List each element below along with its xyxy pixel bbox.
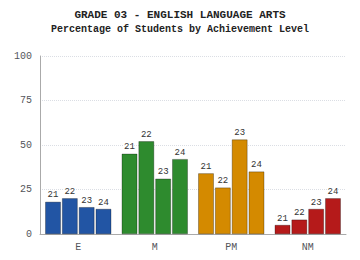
svg-text:23: 23 bbox=[234, 128, 245, 138]
svg-text:Percentage of Students by Achi: Percentage of Students by Achievement Le… bbox=[51, 24, 309, 35]
svg-text:21: 21 bbox=[201, 162, 212, 172]
svg-text:22: 22 bbox=[294, 208, 305, 218]
svg-text:23: 23 bbox=[158, 167, 169, 177]
svg-text:21: 21 bbox=[48, 190, 59, 200]
svg-text:GRADE 03 - ENGLISH LANGUAGE AR: GRADE 03 - ENGLISH LANGUAGE ARTS bbox=[74, 9, 286, 21]
svg-text:PM: PM bbox=[225, 242, 237, 253]
svg-text:22: 22 bbox=[141, 130, 152, 140]
svg-text:24: 24 bbox=[98, 198, 109, 208]
svg-text:50: 50 bbox=[20, 140, 32, 151]
svg-text:24: 24 bbox=[251, 160, 262, 170]
svg-text:24: 24 bbox=[328, 187, 339, 197]
svg-text:21: 21 bbox=[277, 214, 288, 224]
svg-text:M: M bbox=[152, 242, 158, 253]
svg-text:22: 22 bbox=[217, 176, 228, 186]
svg-text:22: 22 bbox=[64, 187, 75, 197]
svg-text:100: 100 bbox=[14, 51, 32, 62]
svg-text:25: 25 bbox=[20, 184, 32, 195]
svg-text:E: E bbox=[75, 242, 81, 253]
svg-text:23: 23 bbox=[81, 196, 92, 206]
svg-text:0: 0 bbox=[26, 229, 32, 240]
svg-text:23: 23 bbox=[311, 198, 322, 208]
svg-text:75: 75 bbox=[20, 95, 32, 106]
svg-text:21: 21 bbox=[124, 142, 135, 152]
svg-text:24: 24 bbox=[175, 148, 186, 158]
svg-text:NM: NM bbox=[302, 242, 314, 253]
